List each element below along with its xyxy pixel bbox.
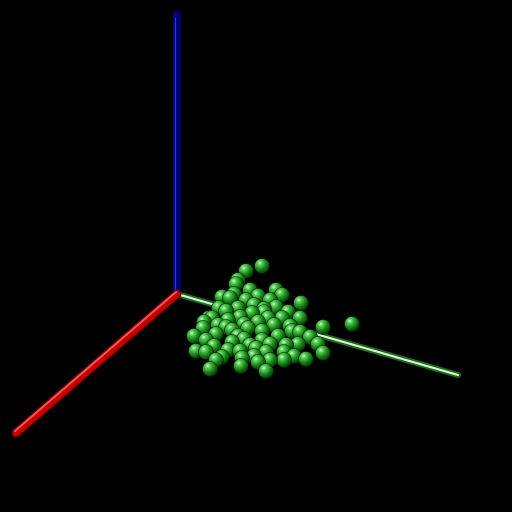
scatter-points bbox=[186, 258, 360, 379]
z-axis bbox=[173, 11, 181, 298]
sphere-point bbox=[233, 358, 249, 374]
sphere-point bbox=[254, 258, 270, 274]
x-axis bbox=[11, 289, 182, 438]
sphere-point bbox=[258, 363, 274, 379]
sphere-point bbox=[276, 352, 292, 368]
sphere-point bbox=[202, 361, 218, 377]
sphere-point bbox=[344, 316, 360, 332]
sphere-point bbox=[315, 345, 331, 361]
sphere-point bbox=[315, 319, 331, 335]
sphere-point bbox=[293, 295, 309, 311]
sphere-point bbox=[298, 351, 314, 367]
